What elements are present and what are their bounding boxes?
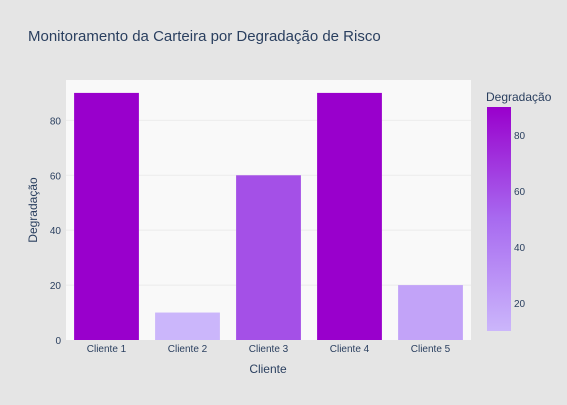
bar: [155, 312, 220, 340]
y-tick-label: 0: [55, 336, 61, 347]
x-axis-title: Cliente: [249, 362, 287, 376]
x-tick-label: Cliente 4: [330, 344, 370, 355]
colorbar-tick-labels: 20 40 60 80: [514, 131, 526, 310]
x-tick-label: Cliente 3: [249, 344, 289, 355]
x-tick-label: Cliente 5: [411, 344, 451, 355]
y-axis-title: Degradação: [26, 177, 40, 243]
bar: [74, 92, 139, 341]
bar: [398, 285, 463, 340]
colorbar: [487, 107, 511, 331]
y-tick-label: 20: [50, 281, 62, 292]
y-tick-labels: 0 20 40 60 80: [50, 116, 62, 347]
x-tick-label: Cliente 2: [168, 344, 208, 355]
colorbar-tick-label: 60: [514, 187, 526, 198]
x-tick-labels: Cliente 1 Cliente 2 Cliente 3 Cliente 4 Clie…: [87, 344, 451, 355]
y-tick-label: 60: [50, 171, 62, 182]
colorbar-tick-label: 80: [514, 131, 526, 142]
bar: [317, 92, 382, 341]
colorbar-tick-label: 20: [514, 299, 526, 310]
colorbar-title: Degradação: [486, 90, 552, 104]
bars: [74, 92, 463, 341]
bar: [236, 175, 301, 340]
colorbar-tick-label: 40: [514, 243, 526, 254]
chart-title: Monitoramento da Carteira por Degradação…: [28, 28, 381, 45]
y-tick-label: 80: [50, 116, 62, 127]
y-tick-label: 40: [50, 226, 62, 237]
x-tick-label: Cliente 1: [87, 344, 127, 355]
